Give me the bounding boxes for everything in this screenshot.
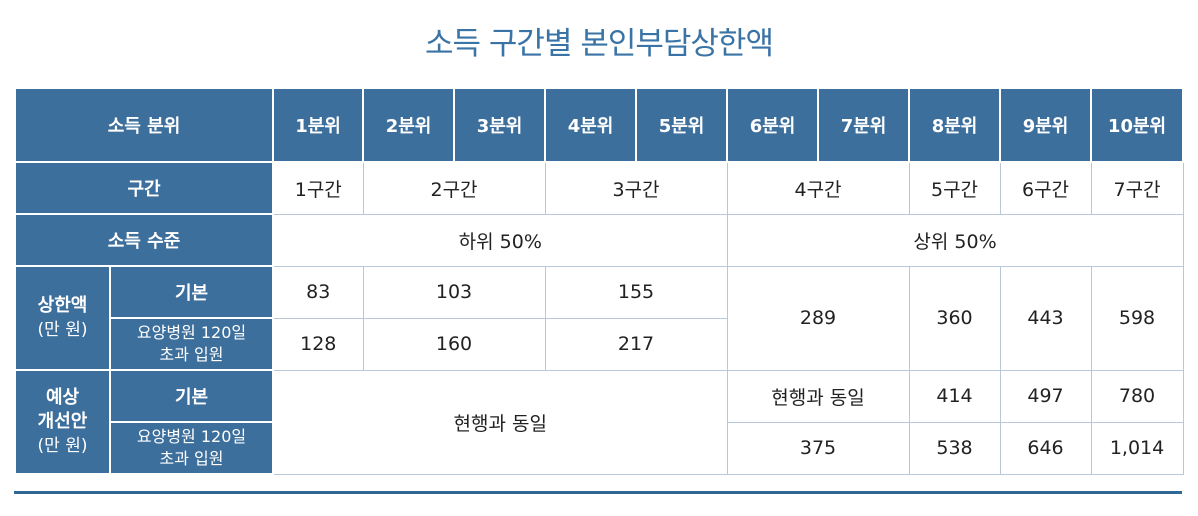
cap-long-stay-row: 요양병원 120일 초과 입원 128 160 217: [15, 317, 1183, 371]
proposal-basic-4: 현행과 동일: [726, 369, 910, 423]
proposal-label-unit: (만 원): [37, 436, 88, 456]
table-bottom-rule: [14, 491, 1182, 494]
proposal-basic-7: 780: [1090, 369, 1184, 423]
proposal-long-stay-7: 1,014: [1090, 421, 1184, 475]
cap-merged-4: 289: [726, 265, 910, 371]
proposal-long-stay-6: 646: [999, 421, 1092, 475]
cap-long-stay-label-line2: 초과 입원: [159, 345, 224, 364]
proposal-group-label: 예상 개선안 (만 원): [14, 369, 111, 475]
cap-long-stay-1: 128: [272, 317, 364, 371]
cap-merged-6: 443: [999, 265, 1092, 371]
cap-long-stay-label-line1: 요양병원 120일: [136, 323, 247, 342]
proposal-basic-label: 기본: [108, 369, 275, 423]
decile-5: 5분위: [635, 87, 729, 163]
income-level-upper: 상위 50%: [726, 213, 1184, 267]
decile-2: 2분위: [362, 87, 456, 163]
decile-3: 3분위: [453, 87, 547, 163]
cap-long-stay-3: 217: [544, 317, 728, 371]
cap-group-label: 상한액 (만 원): [14, 265, 111, 371]
table-container: 소득 분위 1분위 2분위 3분위 4분위 5분위 6분위 7분위 8분위 9분…: [13, 87, 1185, 475]
decile-header-label: 소득 분위: [13, 87, 275, 163]
bracket-4: 4구간: [726, 161, 910, 215]
proposal-long-stay-row: 요양병원 120일 초과 입원 375 538 646 1,014: [15, 421, 1184, 475]
proposal-long-stay-label-line1: 요양병원 120일: [136, 427, 247, 446]
cap-merged-7: 598: [1090, 265, 1184, 371]
decile-9: 9분위: [999, 87, 1093, 163]
proposal-basic-5: 414: [908, 369, 1001, 423]
bracket-2: 2구간: [362, 161, 546, 215]
proposal-label-main-2: 개선안: [37, 411, 88, 432]
proposal-basic-6: 497: [999, 369, 1092, 423]
proposal-long-stay-4: 375: [726, 421, 910, 475]
cap-basic-1: 83: [272, 265, 364, 319]
proposal-long-stay-label-line2: 초과 입원: [159, 449, 224, 468]
cap-long-stay-label: 요양병원 120일 초과 입원: [108, 317, 275, 371]
proposal-long-stay-5: 538: [908, 421, 1001, 475]
decile-row: 소득 분위 1분위 2분위 3분위 4분위 5분위 6분위 7분위 8분위 9분…: [13, 87, 1185, 163]
cap-basic-2: 103: [362, 265, 546, 319]
cap-long-stay-2: 160: [362, 317, 546, 371]
decile-8: 8분위: [908, 87, 1002, 163]
decile-7: 7분위: [817, 87, 911, 163]
bracket-7: 7구간: [1090, 161, 1184, 215]
income-level-label: 소득 수준: [13, 213, 275, 267]
proposal-label-main-1: 예상: [45, 387, 80, 408]
copay-cap-table: 소득 분위 1분위 2분위 3분위 4분위 5분위 6분위 7분위 8분위 9분…: [13, 87, 1185, 475]
cap-label-unit: (만 원): [37, 320, 88, 340]
decile-1: 1분위: [272, 87, 365, 163]
proposal-same-as-current: 현행과 동일: [272, 369, 728, 475]
page-title: 소득 구간별 본인부담상한액: [425, 26, 774, 62]
decile-6: 6분위: [726, 87, 820, 163]
cap-label-main: 상한액: [37, 295, 88, 316]
bracket-label: 구간: [13, 161, 275, 215]
decile-4: 4분위: [544, 87, 638, 163]
proposal-basic-row: 예상 개선안 (만 원) 기본 현행과 동일 현행과 동일 414 497 78…: [14, 369, 1184, 475]
bracket-3: 3구간: [544, 161, 728, 215]
bracket-1: 1구간: [272, 161, 364, 215]
proposal-long-stay-label: 요양병원 120일 초과 입원: [108, 421, 275, 475]
cap-basic-label: 기본: [108, 265, 275, 319]
cap-basic-3: 155: [544, 265, 728, 319]
cap-merged-5: 360: [908, 265, 1001, 371]
income-level-lower: 하위 50%: [272, 213, 728, 267]
cap-basic-row: 상한액 (만 원) 기본 83 103 155 289 360 443 598: [14, 265, 1184, 371]
bracket-6: 6구간: [999, 161, 1092, 215]
bracket-row: 구간 1구간 2구간 3구간 4구간 5구간 6구간 7구간: [13, 161, 1184, 215]
decile-10: 10분위: [1090, 87, 1185, 163]
income-level-row: 소득 수준 하위 50% 상위 50%: [13, 213, 1184, 267]
bracket-5: 5구간: [908, 161, 1001, 215]
